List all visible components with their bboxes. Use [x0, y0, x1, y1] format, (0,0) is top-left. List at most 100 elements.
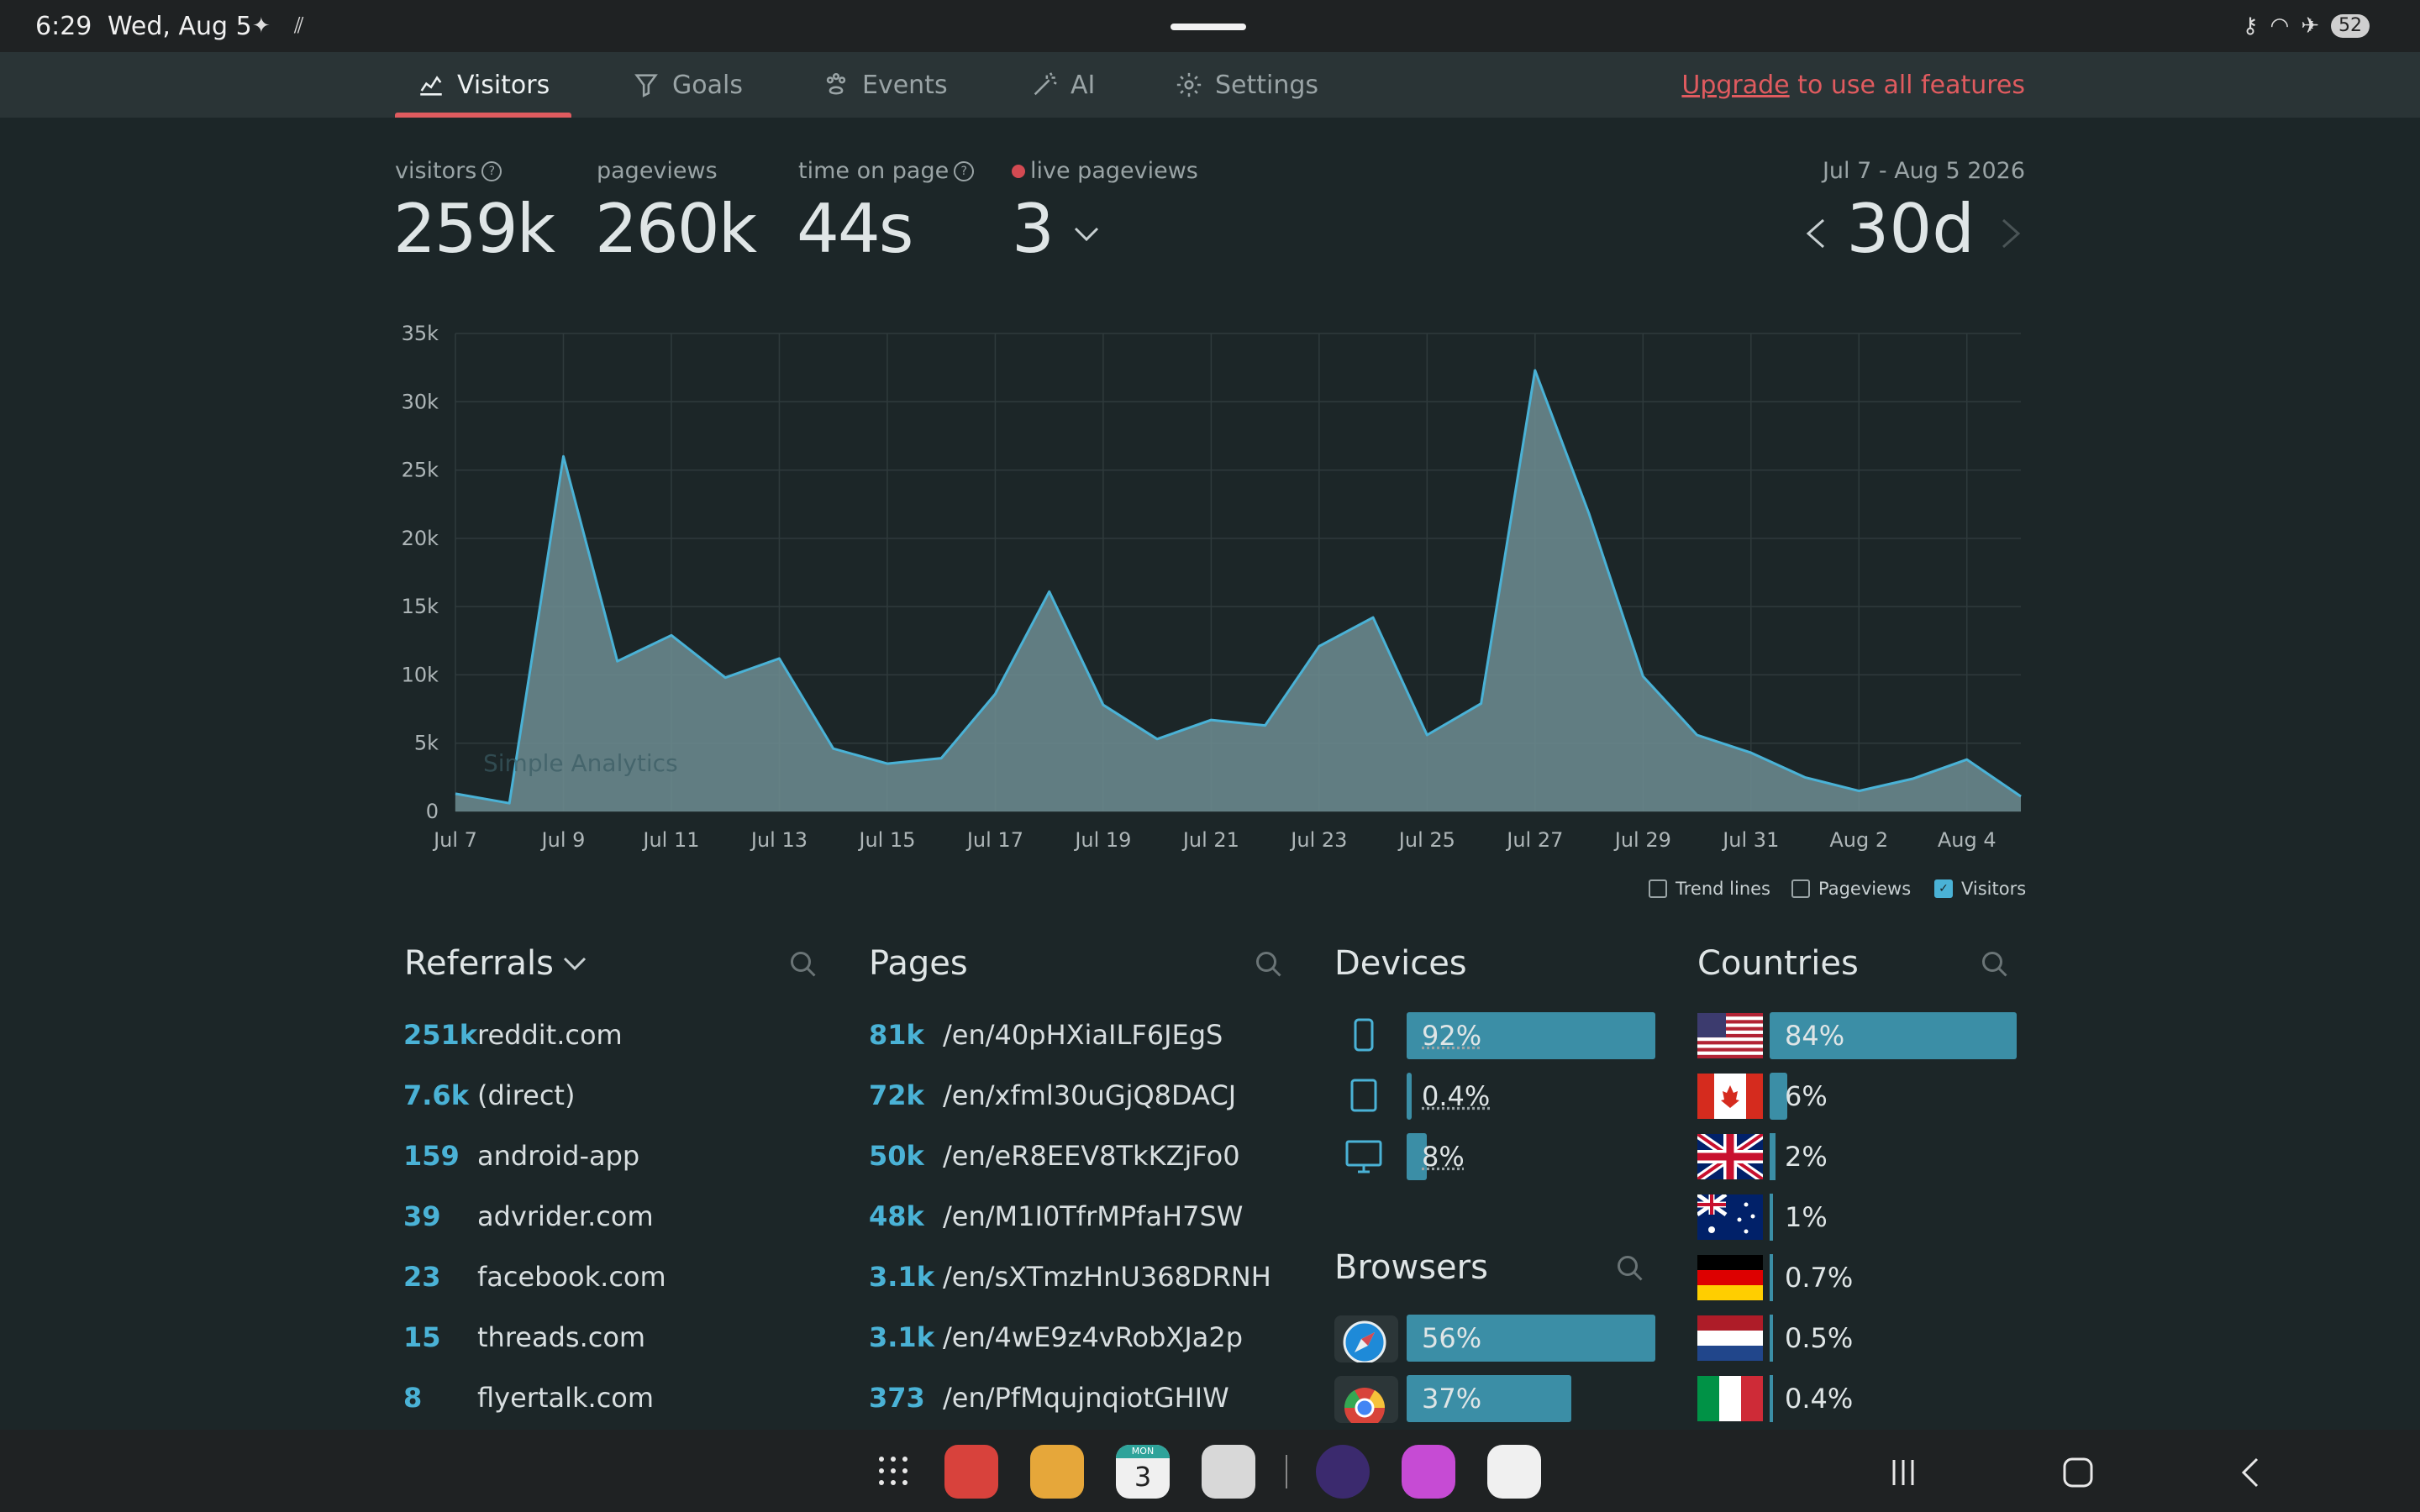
referral-row[interactable]: 15 threads.com — [403, 1312, 645, 1362]
data-point[interactable] — [885, 761, 890, 766]
data-point[interactable] — [1586, 512, 1591, 517]
device-bar-phone[interactable] — [1407, 1012, 1655, 1059]
data-point[interactable] — [1424, 732, 1429, 738]
country-bar[interactable] — [1770, 1254, 1773, 1301]
referral-row[interactable]: 159 android-app — [403, 1131, 639, 1181]
period-selector[interactable]: 30d — [1846, 190, 1975, 268]
time-on-page-label: time on page ? — [798, 158, 975, 184]
data-point[interactable] — [560, 454, 566, 459]
data-point[interactable] — [1370, 615, 1376, 620]
data-point[interactable] — [992, 691, 997, 696]
tab-settings[interactable]: Settings — [1175, 52, 1318, 118]
upgrade-link[interactable]: Upgrade — [1681, 71, 1790, 100]
legend-visitors[interactable]: ✓ Visitors — [1934, 879, 2026, 899]
search-icon[interactable] — [1254, 949, 1284, 979]
visitors-area — [455, 370, 2021, 811]
search-icon[interactable] — [1980, 949, 2010, 979]
device-bar-desktop[interactable] — [1407, 1133, 1427, 1180]
page-row[interactable]: 48k/en/M1I0TfrMPfaH7SW — [869, 1191, 1243, 1242]
notification-icons: ✦ ⫽ — [252, 13, 313, 39]
legend-pageviews[interactable]: Pageviews — [1791, 879, 1911, 899]
recents-icon[interactable] — [1889, 1458, 1918, 1487]
legend-trend-lines[interactable]: Trend lines — [1649, 879, 1770, 899]
data-point[interactable] — [1749, 750, 1754, 755]
referral-row[interactable]: 39 advrider.com — [403, 1191, 654, 1242]
data-point[interactable] — [669, 633, 674, 638]
tab-events[interactable]: Events — [822, 52, 948, 118]
country-bar[interactable] — [1770, 1375, 1773, 1422]
back-icon[interactable] — [2238, 1457, 2262, 1488]
country-pct: 84% — [1785, 1020, 1845, 1052]
page-row[interactable]: 3.1k/en/4wE9z4vRobXJa2p — [869, 1312, 1243, 1362]
tab-visitors[interactable]: Visitors — [394, 52, 572, 118]
live-pageviews-value[interactable]: 3 — [1012, 190, 1101, 268]
data-point[interactable] — [1208, 717, 1213, 722]
chart-icon — [420, 76, 442, 96]
drag-handle[interactable] — [1171, 24, 1246, 30]
page-row[interactable]: 50k/en/eR8EEV8TkKZjFo0 — [869, 1131, 1240, 1181]
data-point[interactable] — [1047, 589, 1052, 594]
referral-row[interactable]: 7.6k (direct) — [403, 1070, 575, 1121]
notes-app-icon[interactable] — [944, 1445, 998, 1499]
home-icon[interactable] — [2062, 1457, 2094, 1488]
tab-ai[interactable]: AI — [1030, 52, 1095, 118]
camera-app-icon[interactable] — [1202, 1445, 1255, 1499]
chrome-app-icon[interactable] — [1487, 1445, 1541, 1499]
app-drawer-icon[interactable] — [877, 1455, 909, 1487]
data-point[interactable] — [776, 656, 781, 661]
data-point[interactable] — [1155, 737, 1160, 742]
chevron-left-icon[interactable] — [1803, 217, 1828, 250]
page-row[interactable]: 81k/en/40pHXiaILF6JEgS — [869, 1010, 1223, 1060]
data-point[interactable] — [1101, 702, 1106, 707]
search-icon[interactable] — [1615, 1253, 1645, 1284]
firefox-app-icon[interactable] — [1316, 1445, 1370, 1499]
country-bar[interactable] — [1770, 1012, 2017, 1059]
browser-bar-safari[interactable] — [1407, 1315, 1655, 1362]
referral-row[interactable]: 8 flyertalk.com — [403, 1373, 654, 1423]
data-point[interactable] — [1802, 774, 1807, 780]
data-point[interactable] — [2018, 794, 2023, 799]
magic-wand-icon — [1034, 72, 1057, 96]
data-point[interactable] — [1479, 701, 1484, 706]
page-row[interactable]: 3.1k/en/sXTmzHnU368DRNH — [869, 1252, 1271, 1302]
y-tick-label: 10k — [402, 663, 439, 686]
data-point[interactable] — [1640, 674, 1645, 679]
device-bar-tablet[interactable] — [1407, 1073, 1412, 1120]
page-row[interactable]: 373/en/PfMqujnqiotGHIW — [869, 1373, 1229, 1423]
referrals-title[interactable]: Referrals — [404, 944, 587, 983]
country-bar[interactable] — [1770, 1194, 1773, 1241]
tab-goals[interactable]: Goals — [632, 52, 743, 118]
data-point[interactable] — [1965, 757, 1970, 762]
chrome-icon — [1334, 1376, 1398, 1423]
tab-label: Settings — [1215, 70, 1319, 100]
row-count: 8 — [403, 1382, 423, 1414]
funnel-icon — [634, 74, 658, 97]
data-point[interactable] — [831, 746, 836, 751]
data-point[interactable] — [1317, 643, 1322, 648]
photos-app-icon[interactable] — [1402, 1445, 1455, 1499]
help-icon[interactable]: ? — [481, 160, 502, 181]
country-bar[interactable] — [1770, 1315, 1773, 1362]
data-point[interactable] — [939, 756, 944, 761]
calendar-app-icon[interactable]: MON 3 — [1116, 1445, 1170, 1499]
data-point[interactable] — [1911, 776, 1916, 781]
page-row[interactable]: 72k/en/xfml30uGjQ8DACJ — [869, 1070, 1236, 1121]
data-point[interactable] — [453, 791, 458, 796]
referral-row[interactable]: 23 facebook.com — [403, 1252, 666, 1302]
chevron-right-icon[interactable] — [1998, 217, 2023, 250]
country-bar[interactable] — [1770, 1073, 1787, 1120]
search-icon[interactable] — [788, 949, 818, 979]
country-bar[interactable] — [1770, 1133, 1776, 1180]
data-point[interactable] — [723, 675, 728, 680]
browser-bar-chrome[interactable] — [1407, 1375, 1571, 1422]
data-point[interactable] — [1856, 789, 1861, 794]
data-point[interactable] — [1263, 723, 1268, 728]
data-point[interactable] — [507, 801, 512, 806]
referral-row[interactable]: 251k reddit.com — [403, 1010, 623, 1060]
data-point[interactable] — [615, 659, 620, 664]
data-point[interactable] — [1533, 368, 1538, 373]
files-app-icon[interactable] — [1030, 1445, 1084, 1499]
app-dock: MON 3 — [0, 1430, 2420, 1512]
help-icon[interactable]: ? — [954, 160, 975, 181]
data-point[interactable] — [1695, 732, 1700, 738]
